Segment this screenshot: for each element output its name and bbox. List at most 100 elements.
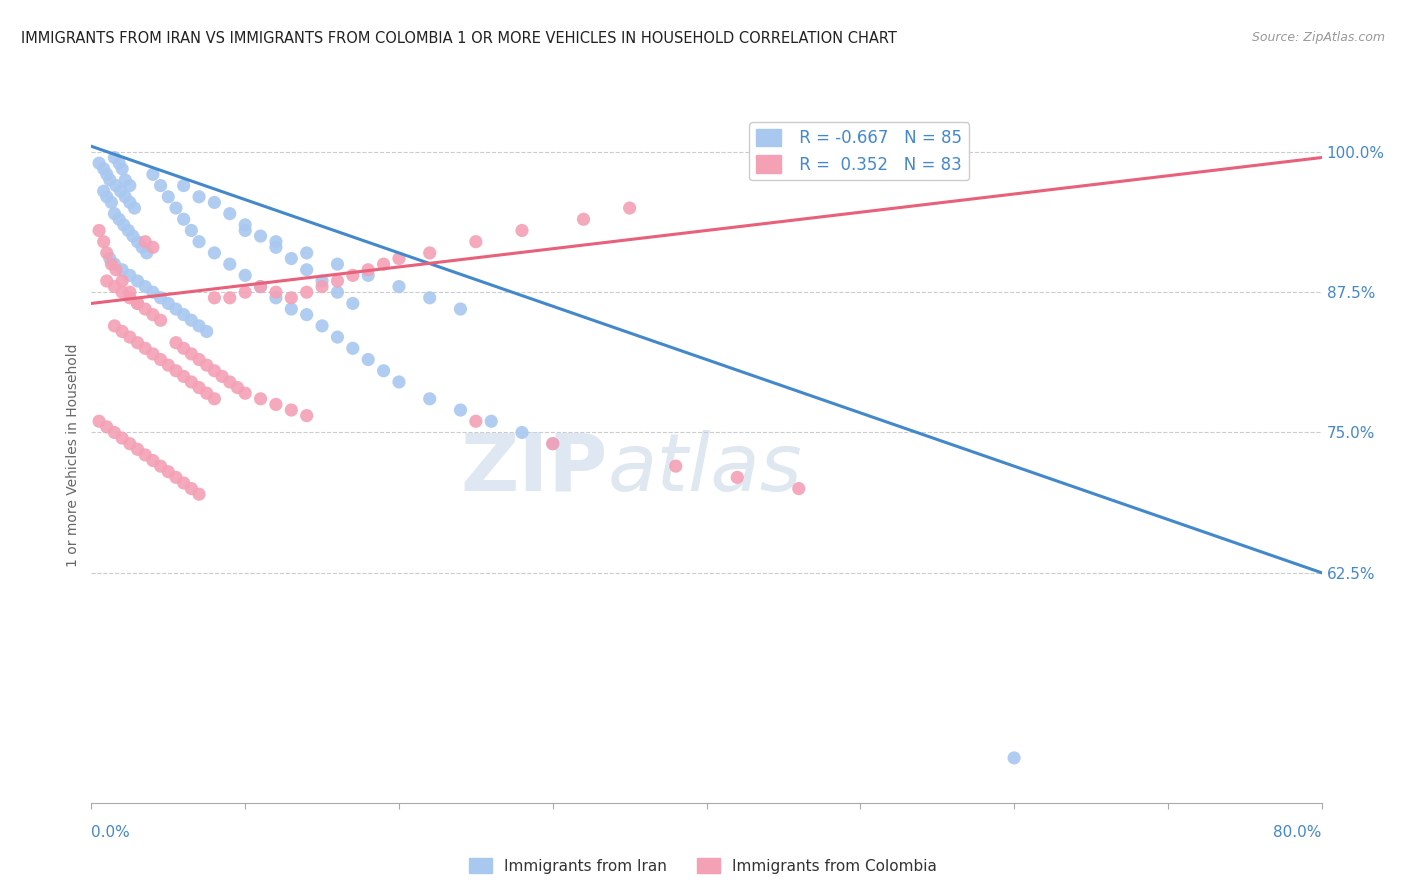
Point	[195, 358, 218, 372]
Point	[100, 257, 122, 271]
Text: 80.0%: 80.0%	[1274, 825, 1322, 840]
Point	[165, 335, 187, 350]
Point	[93, 184, 115, 198]
Point	[541, 436, 564, 450]
Point	[464, 414, 486, 428]
Point	[280, 403, 302, 417]
Point	[124, 201, 146, 215]
Point	[165, 301, 187, 316]
Point	[180, 223, 202, 237]
Point	[118, 436, 141, 450]
Point	[264, 235, 287, 249]
Point	[98, 173, 121, 187]
Point	[157, 296, 180, 310]
Point	[114, 190, 136, 204]
Point	[188, 381, 211, 395]
Point	[357, 268, 380, 283]
Point	[249, 279, 271, 293]
Point	[127, 274, 149, 288]
Point	[122, 229, 145, 244]
Point	[173, 212, 195, 227]
Point	[96, 246, 118, 260]
Point	[541, 436, 564, 450]
Point	[326, 330, 349, 344]
Point	[342, 296, 364, 310]
Point	[357, 262, 380, 277]
Point	[280, 252, 302, 266]
Point	[118, 178, 141, 193]
Point	[180, 313, 202, 327]
Point	[117, 223, 139, 237]
Point	[149, 352, 172, 367]
Point	[134, 301, 156, 316]
Point	[96, 167, 118, 181]
Point	[165, 201, 187, 215]
Point	[295, 308, 318, 322]
Point	[311, 318, 333, 333]
Point	[96, 190, 118, 204]
Point	[98, 252, 121, 266]
Point	[211, 369, 233, 384]
Text: ZIP: ZIP	[461, 430, 607, 508]
Point	[342, 341, 364, 355]
Point	[111, 431, 134, 445]
Point	[619, 201, 641, 215]
Point	[218, 375, 240, 389]
Point	[142, 453, 165, 467]
Point	[264, 285, 287, 300]
Point	[118, 195, 141, 210]
Point	[118, 285, 141, 300]
Point	[195, 325, 218, 339]
Point	[103, 425, 125, 440]
Point	[202, 364, 225, 378]
Point	[96, 274, 118, 288]
Point	[326, 274, 349, 288]
Point	[510, 425, 533, 440]
Point	[233, 218, 256, 232]
Point	[388, 252, 411, 266]
Point	[108, 212, 131, 227]
Point	[103, 257, 125, 271]
Point	[311, 274, 333, 288]
Point	[188, 318, 211, 333]
Point	[180, 347, 202, 361]
Point	[111, 325, 134, 339]
Point	[373, 257, 395, 271]
Point	[725, 470, 748, 484]
Point	[103, 279, 125, 293]
Point	[149, 313, 172, 327]
Point	[264, 291, 287, 305]
Point	[295, 246, 318, 260]
Point	[218, 207, 240, 221]
Point	[157, 358, 180, 372]
Point	[142, 308, 165, 322]
Point	[100, 195, 122, 210]
Point	[419, 291, 441, 305]
Point	[114, 173, 136, 187]
Point	[188, 487, 211, 501]
Point	[280, 301, 302, 316]
Text: IMMIGRANTS FROM IRAN VS IMMIGRANTS FROM COLOMBIA 1 OR MORE VEHICLES IN HOUSEHOLD: IMMIGRANTS FROM IRAN VS IMMIGRANTS FROM …	[21, 31, 897, 46]
Point	[202, 195, 225, 210]
Point	[311, 279, 333, 293]
Point	[111, 262, 134, 277]
Point	[233, 268, 256, 283]
Point	[93, 235, 115, 249]
Point	[142, 285, 165, 300]
Point	[180, 482, 202, 496]
Point	[127, 296, 149, 310]
Point	[173, 341, 195, 355]
Point	[249, 279, 271, 293]
Text: 0.0%: 0.0%	[91, 825, 131, 840]
Point	[180, 375, 202, 389]
Point	[188, 190, 211, 204]
Point	[665, 459, 688, 474]
Point	[510, 223, 533, 237]
Point	[479, 414, 502, 428]
Point	[149, 291, 172, 305]
Point	[105, 262, 127, 277]
Point	[195, 386, 218, 401]
Point	[105, 178, 127, 193]
Point	[142, 347, 165, 361]
Point	[149, 459, 172, 474]
